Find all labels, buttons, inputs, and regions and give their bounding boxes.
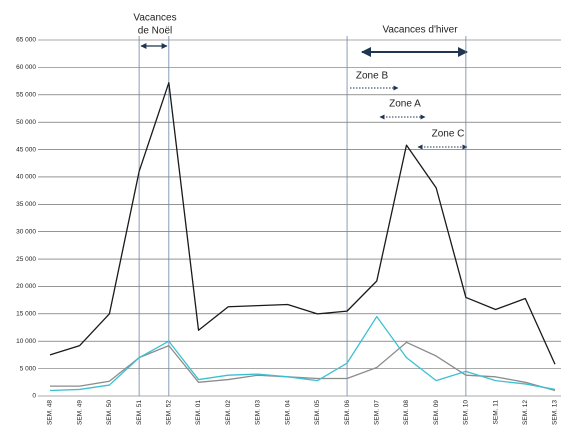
x-tick-label: SEM. 06 — [344, 400, 351, 425]
x-tick-label: SEM. 03 — [255, 400, 262, 425]
y-tick-label: 5 000 — [20, 365, 37, 372]
y-tick-label: 40 000 — [16, 174, 36, 181]
y-tick-label: 35 000 — [16, 201, 36, 208]
y-tick-label: 0 — [32, 393, 36, 400]
y-tick-label: 25 000 — [16, 256, 36, 263]
x-tick-label: SEM. 02 — [225, 400, 232, 425]
y-tick-label: 60 000 — [16, 64, 36, 71]
annotation: Zone A — [389, 99, 421, 110]
series-line — [49, 82, 556, 365]
x-tick-label: SEM. 11 — [492, 400, 499, 425]
y-tick-label: 20 000 — [16, 283, 36, 290]
x-tick-label: SEM. 08 — [403, 400, 410, 425]
x-tick-label: SEM. 05 — [314, 400, 321, 425]
y-tick-label: 30 000 — [16, 228, 36, 235]
y-tick-label: 15 000 — [16, 311, 36, 318]
x-tick-label: SEM. 50 — [106, 400, 113, 425]
x-tick-label: SEM. 01 — [195, 400, 202, 425]
x-tick-label: SEM. 49 — [76, 400, 83, 425]
y-tick-label: 50 000 — [16, 119, 36, 126]
x-tick-label: SEM. 12 — [522, 400, 529, 425]
y-tick-label: 65 000 — [16, 37, 36, 44]
x-tick-label: SEM. 10 — [463, 400, 470, 425]
x-tick-label: SEM. 13 — [552, 400, 559, 425]
y-tick-label: 55 000 — [16, 91, 36, 98]
x-tick-label: SEM. 51 — [136, 400, 143, 425]
y-tick-label: 45 000 — [16, 146, 36, 153]
annotation-arrows — [140, 43, 468, 150]
annotation: Vacances d'hiver — [382, 25, 458, 36]
x-tick-label: SEM. 04 — [284, 400, 291, 425]
x-tick-label: SEM. 52 — [166, 400, 173, 425]
annotation: Zone C — [432, 129, 465, 140]
annotation: Vacances — [133, 13, 176, 24]
y-tick-label: 10 000 — [16, 338, 36, 345]
series-line — [50, 341, 556, 392]
annotation: de Noël — [138, 26, 172, 37]
series-line — [49, 315, 556, 392]
annotation: Zone B — [356, 71, 389, 82]
x-tick-label: SEM. 07 — [373, 400, 380, 425]
x-tick-label: SEM. 48 — [47, 400, 54, 425]
x-tick-label: SEM. 09 — [433, 400, 440, 425]
